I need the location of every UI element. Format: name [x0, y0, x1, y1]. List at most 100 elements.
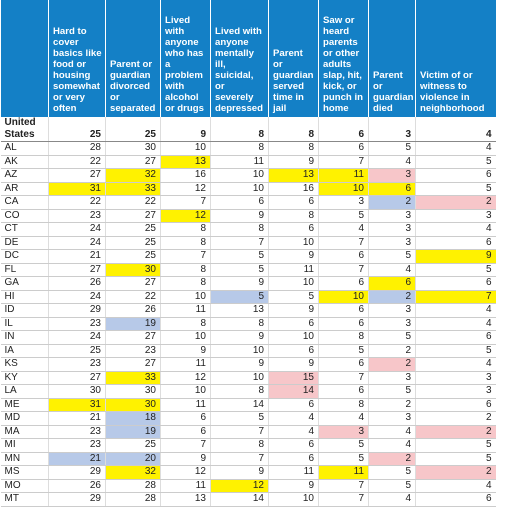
value-cell: 10	[268, 330, 319, 345]
value-cell: 26	[105, 303, 161, 318]
value-cell: 8	[210, 141, 269, 156]
value-cell: 3	[368, 371, 416, 385]
value-cell: 10	[160, 330, 211, 345]
value-cell: 8	[210, 222, 269, 237]
header-row: Hard to cover basics like food or housin…	[0, 0, 496, 117]
table-row: MT 29 28 13 14 10 7 4 6	[0, 492, 496, 507]
value-cell: 10	[210, 168, 269, 183]
value-cell: 9	[268, 303, 319, 318]
value-cell: 11	[160, 357, 211, 372]
value-cell: 6	[415, 398, 496, 412]
value-cell: 14	[210, 398, 269, 412]
value-cell: 22	[105, 290, 161, 304]
value-cell: 3	[368, 303, 416, 318]
row-label: ID	[0, 303, 49, 318]
row-label: MT	[0, 492, 49, 507]
row-label: MO	[0, 479, 49, 493]
value-cell: 4	[415, 357, 496, 372]
value-cell: 4	[318, 411, 369, 426]
value-cell: 7	[160, 249, 211, 264]
column-header: Victim of or witness to violence in neig…	[415, 0, 496, 117]
value-cell: 4	[318, 222, 369, 237]
value-cell: 10	[210, 344, 269, 358]
value-cell: 8	[210, 117, 269, 142]
table-row: IA 25 23 9 10 6 5 2 5	[0, 344, 496, 358]
value-cell: 26	[48, 276, 106, 291]
value-cell: 4	[368, 425, 416, 439]
value-cell: 20	[105, 452, 161, 466]
value-cell: 8	[210, 317, 269, 331]
value-cell: 4	[415, 479, 496, 493]
value-cell: 9	[268, 249, 319, 264]
value-cell: 6	[318, 141, 369, 156]
value-cell: 3	[318, 195, 369, 210]
row-label: United States	[0, 117, 49, 142]
row-label: AZ	[0, 168, 49, 183]
value-cell: 16	[268, 182, 319, 196]
row-label: IL	[0, 317, 49, 331]
column-header: Hard to cover basics like food or housin…	[48, 0, 106, 117]
table-row: AL 28 30 10 8 8 6 5 4	[0, 141, 496, 156]
table-row: LA 30 30 10 8 14 6 5 3	[0, 384, 496, 399]
value-cell: 4	[415, 317, 496, 331]
value-cell: 6	[415, 168, 496, 183]
value-cell: 2	[368, 344, 416, 358]
value-cell: 28	[105, 479, 161, 493]
value-cell: 6	[318, 384, 369, 399]
value-cell: 2	[415, 425, 496, 439]
value-cell: 4	[415, 222, 496, 237]
value-cell: 14	[210, 492, 269, 507]
value-cell: 3	[368, 209, 416, 223]
table-row: MO 26 28 11 12 9 7 5 4	[0, 479, 496, 493]
value-cell: 6	[415, 492, 496, 507]
row-label: IA	[0, 344, 49, 358]
value-cell: 9	[268, 357, 319, 372]
value-cell: 4	[368, 155, 416, 169]
value-cell: 7	[210, 236, 269, 250]
value-cell: 11	[210, 155, 269, 169]
value-cell: 4	[268, 425, 319, 439]
value-cell: 7	[160, 438, 211, 453]
value-cell: 25	[105, 438, 161, 453]
value-cell: 12	[160, 209, 211, 223]
value-cell: 8	[160, 222, 211, 237]
value-cell: 30	[105, 263, 161, 277]
value-cell: 27	[105, 155, 161, 169]
value-cell: 13	[160, 492, 211, 507]
value-cell: 10	[268, 236, 319, 250]
value-cell: 2	[415, 465, 496, 480]
value-cell: 24	[48, 330, 106, 345]
value-cell: 6	[268, 344, 319, 358]
value-cell: 8	[318, 398, 369, 412]
table-row: KS 23 27 11 9 9 6 2 4	[0, 357, 496, 372]
value-cell: 27	[105, 209, 161, 223]
value-cell: 10	[160, 384, 211, 399]
value-cell: 4	[368, 438, 416, 453]
value-cell: 14	[268, 384, 319, 399]
value-cell: 9	[210, 330, 269, 345]
table-row: FL 27 30 8 5 11 7 4 5	[0, 263, 496, 277]
value-cell: 27	[105, 276, 161, 291]
value-cell: 9	[210, 465, 269, 480]
table-row: United States 25 25 9 8 8 6 3 4	[0, 117, 496, 142]
value-cell: 5	[318, 344, 369, 358]
row-label: KS	[0, 357, 49, 372]
table-row: AZ 27 32 16 10 13 11 3 6	[0, 168, 496, 183]
table-body: United States 25 25 9 8 8 6 3 4 AL 28 30 10 8 8 6 5 4 AK 22…	[0, 117, 496, 507]
value-cell: 5	[368, 465, 416, 480]
value-cell: 10	[318, 290, 369, 304]
value-cell: 30	[105, 384, 161, 399]
value-cell: 7	[318, 371, 369, 385]
table-row: MS 29 32 12 9 11 11 5 2	[0, 465, 496, 480]
value-cell: 9	[268, 479, 319, 493]
table-row: MD 21 18 6 5 4 4 3 2	[0, 411, 496, 426]
value-cell: 28	[105, 492, 161, 507]
value-cell: 8	[210, 384, 269, 399]
value-cell: 6	[268, 438, 319, 453]
value-cell: 23	[105, 344, 161, 358]
value-cell: 7	[210, 425, 269, 439]
table-row: DC 21 25 7 5 9 6 5 9	[0, 249, 496, 264]
value-cell: 9	[160, 117, 211, 142]
value-cell: 8	[160, 236, 211, 250]
value-cell: 9	[415, 249, 496, 264]
